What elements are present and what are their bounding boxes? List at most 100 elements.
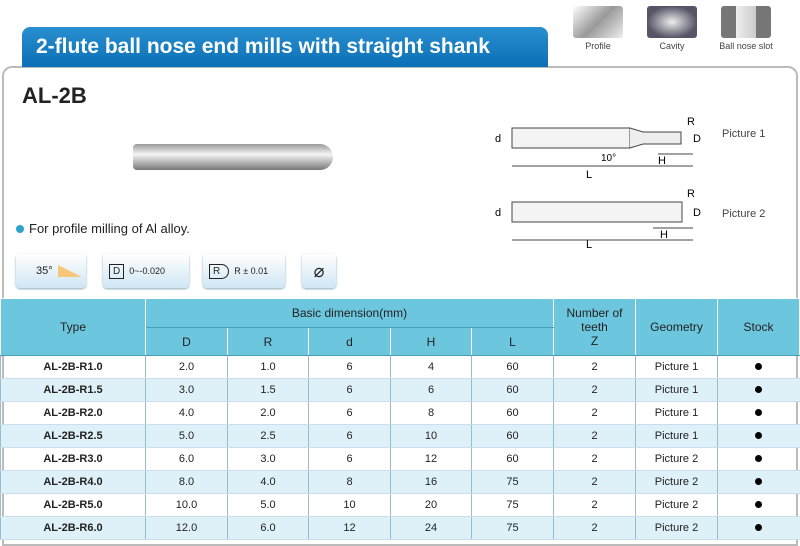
cell-d: 6.0 [145, 447, 228, 471]
in-stock-icon [755, 432, 763, 439]
cell-geometry: Picture 2 [635, 493, 718, 517]
r-label: R [687, 188, 695, 200]
cell-d: 6 [308, 355, 391, 379]
header-D: D [145, 327, 228, 356]
cell-r: 6.0 [227, 516, 309, 540]
cell-d: 8 [308, 470, 391, 494]
technical-drawing: d d R R D D H H L L 10° [495, 116, 701, 250]
cell-r: 4.0 [227, 470, 309, 494]
cell-stock [717, 516, 800, 540]
cell-d: 8.0 [145, 470, 228, 494]
cell-r: 1.0 [227, 355, 309, 379]
diameter-icon: D [109, 263, 125, 279]
cell-type: AL-2B-R3.0 [0, 447, 146, 471]
cell-d: 12.0 [145, 516, 228, 540]
l-label: L [586, 239, 592, 250]
cell-l: 75 [471, 516, 554, 540]
table-row: AL-2B-R2.0 4.0 2.0 6 8 60 2 Picture 1 [0, 401, 800, 425]
header-L: L [471, 327, 554, 356]
cell-z: 2 [553, 447, 636, 471]
cell-z: 2 [553, 355, 636, 379]
cell-h: 6 [390, 378, 472, 402]
cell-stock [717, 401, 800, 425]
end-mill-image [133, 144, 333, 170]
cell-stock [717, 378, 800, 402]
table-row: AL-2B-R1.5 3.0 1.5 6 6 60 2 Picture 1 [0, 378, 800, 402]
app-cavity: Cavity [642, 6, 702, 51]
cell-l: 60 [471, 401, 554, 425]
cell-stock [717, 355, 800, 379]
helix-angle: 35° [36, 265, 53, 277]
picture-1-label: Picture 1 [722, 128, 766, 140]
header-R: R [227, 327, 309, 356]
in-stock-icon [755, 478, 763, 485]
cell-l: 75 [471, 493, 554, 517]
cell-z: 2 [553, 493, 636, 517]
cell-l: 60 [471, 378, 554, 402]
cell-d: 12 [308, 516, 391, 540]
cell-z: 2 [553, 378, 636, 402]
app-ball-nose-slot: Ball nose slot [716, 6, 776, 51]
cell-d: 2.0 [145, 355, 228, 379]
cell-l: 60 [471, 355, 554, 379]
helix-angle-chip: 35° [16, 254, 86, 288]
teeth-symbol: Z [590, 334, 599, 348]
picture-2-label: Picture 2 [722, 208, 766, 220]
D-label: D [693, 133, 701, 145]
in-stock-icon [755, 363, 763, 370]
header-teeth: Number of teeth Z [553, 298, 636, 356]
cell-geometry: Picture 1 [635, 355, 718, 379]
flute-icon: ⌀ [313, 260, 325, 281]
cell-h: 4 [390, 355, 472, 379]
in-stock-icon [755, 524, 763, 531]
table-row: AL-2B-R1.0 2.0 1.0 6 4 60 2 Picture 1 [0, 355, 800, 379]
D-label: D [693, 207, 701, 219]
feature-text: For profile milling of Al alloy. [16, 221, 190, 236]
cell-h: 16 [390, 470, 472, 494]
cell-h: 20 [390, 493, 472, 517]
diameter-tolerance: 0~-0.020 [129, 266, 166, 276]
cavity-icon [647, 6, 697, 38]
cell-r: 5.0 [227, 493, 309, 517]
h-label: H [660, 229, 668, 241]
header-geometry: Geometry [635, 298, 718, 356]
cell-geometry: Picture 2 [635, 516, 718, 540]
cell-geometry: Picture 1 [635, 401, 718, 425]
cell-h: 10 [390, 424, 472, 448]
radius-icon: R [209, 263, 230, 279]
cell-stock [717, 493, 800, 517]
cell-d: 5.0 [145, 424, 228, 448]
cell-z: 2 [553, 401, 636, 425]
cell-l: 75 [471, 470, 554, 494]
header-d: d [308, 327, 391, 356]
table-row: AL-2B-R2.5 5.0 2.5 6 10 60 2 Picture 1 [0, 424, 800, 448]
model-name: AL-2B [22, 83, 87, 108]
table-row: AL-2B-R6.0 12.0 6.0 12 24 75 2 Picture 2 [0, 516, 800, 540]
header-type: Type [0, 298, 146, 356]
app-label: Ball nose slot [719, 41, 773, 51]
cell-geometry: Picture 2 [635, 470, 718, 494]
teeth-label: Number of teeth [566, 306, 623, 334]
app-profile: Profile [568, 6, 628, 51]
angle-label: 10° [601, 153, 616, 164]
cell-h: 8 [390, 401, 472, 425]
cell-d: 3.0 [145, 378, 228, 402]
flute-chip: ⌀ [302, 254, 336, 288]
cell-d: 10.0 [145, 493, 228, 517]
header-stock: Stock [717, 298, 800, 356]
cell-geometry: Picture 1 [635, 378, 718, 402]
cell-type: AL-2B-R1.0 [0, 355, 146, 379]
table-row: AL-2B-R5.0 10.0 5.0 10 20 75 2 Picture 2 [0, 493, 800, 517]
cell-r: 1.5 [227, 378, 309, 402]
cell-type: AL-2B-R1.5 [0, 378, 146, 402]
in-stock-icon [755, 386, 763, 393]
header-H: H [390, 327, 472, 356]
cell-stock [717, 424, 800, 448]
cell-type: AL-2B-R4.0 [0, 470, 146, 494]
cell-z: 2 [553, 470, 636, 494]
d-label: d [495, 207, 501, 219]
cell-h: 12 [390, 447, 472, 471]
dimension-table: Type Basic dimension(mm) Number of teeth… [0, 298, 800, 540]
cell-d: 4.0 [145, 401, 228, 425]
h-label: H [658, 155, 666, 167]
